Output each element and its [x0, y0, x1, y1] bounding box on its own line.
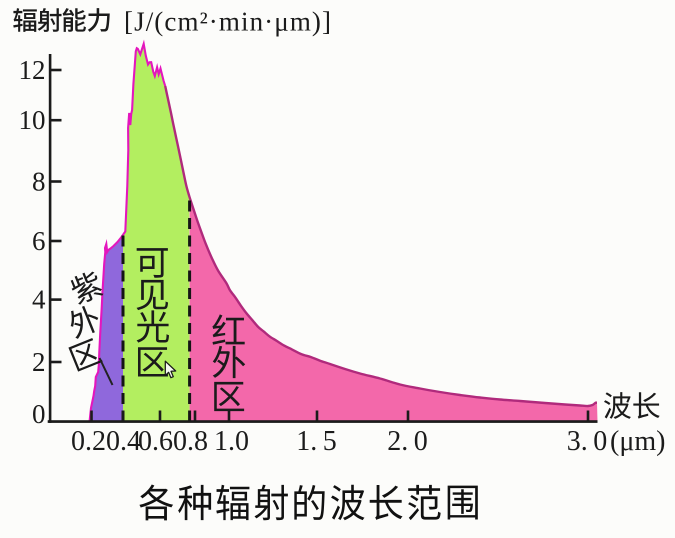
- svg-text:10: 10: [19, 105, 46, 135]
- svg-text:4: 4: [32, 285, 46, 315]
- svg-text:2: 2: [32, 347, 46, 377]
- svg-text:1.0: 1.0: [214, 426, 249, 457]
- svg-text:0.2: 0.2: [71, 426, 106, 457]
- svg-text:6: 6: [32, 226, 46, 256]
- svg-text:3. 0: 3. 0: [567, 426, 608, 457]
- svg-text:0: 0: [32, 399, 46, 429]
- svg-text:(μm): (μm): [610, 426, 665, 457]
- svg-text:[J/(cm²·min·μm)]: [J/(cm²·min·μm)]: [124, 7, 332, 37]
- svg-text:12: 12: [19, 55, 46, 85]
- svg-text:0.8: 0.8: [173, 426, 208, 457]
- svg-text:1. 5: 1. 5: [296, 426, 337, 457]
- svg-text:8: 8: [32, 167, 46, 197]
- svg-text:2. 0: 2. 0: [387, 426, 428, 457]
- svg-text:0.6: 0.6: [138, 426, 173, 457]
- svg-text:0.4: 0.4: [106, 426, 141, 457]
